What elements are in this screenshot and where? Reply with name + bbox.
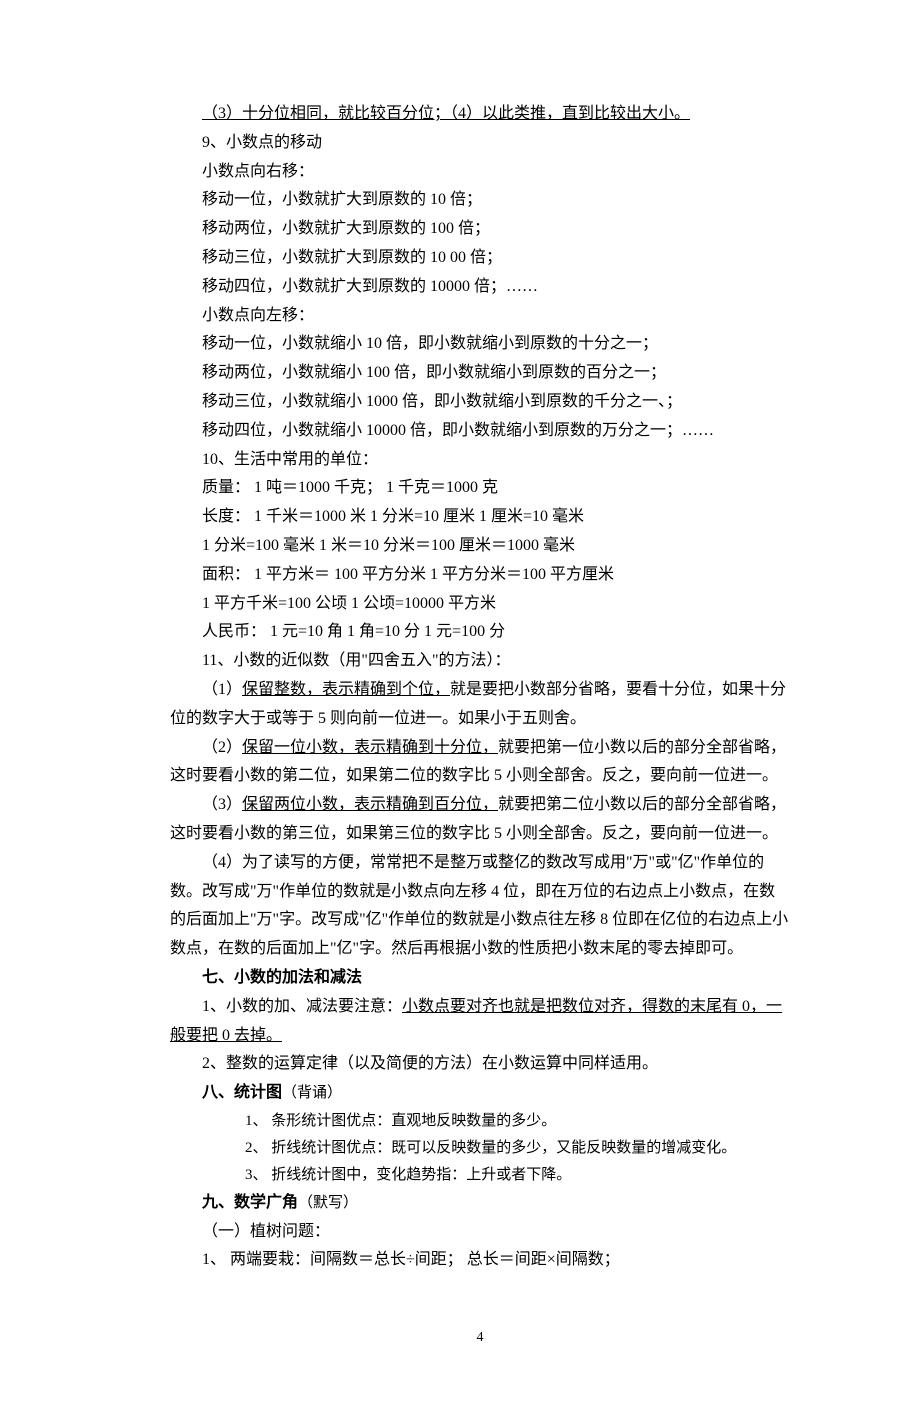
text-line: 9、小数点的移动 — [170, 129, 790, 158]
text-line: 1 分米=100 毫米 1 米＝10 分米＝100 厘米＝1000 毫米 — [170, 532, 790, 561]
text-line: 质量： 1 吨＝1000 千克； 1 千克＝1000 克 — [170, 474, 790, 503]
text-line: 移动三位，小数就缩小 1000 倍，即小数就缩小到原数的千分之一、； — [170, 388, 790, 417]
heading-text: 七、小数的加法和减法 — [202, 969, 362, 986]
paragraph: 1、小数的加、减法要注意：小数点要对齐也就是把数位对齐，得数的末尾有 0，一般要… — [170, 993, 790, 1051]
text-line: 面积： 1 平方米＝ 100 平方分米 1 平方分米＝100 平方厘米 — [170, 561, 790, 590]
list-item: 1、 条形统计图优点：直观地反映数量的多少。 — [170, 1108, 790, 1135]
paragraph-text: （4）为了读写的方便，常常把不是整万或整亿的数改写成用"万"或"亿"作单位的数。… — [170, 854, 788, 957]
paragraph-prefix: （1） — [202, 681, 242, 698]
text-line: 10、生活中常用的单位： — [170, 446, 790, 475]
heading-note: （默写） — [298, 1195, 358, 1211]
heading-text: 九、数学广角 — [202, 1194, 298, 1211]
list-item: 3、 折线统计图中，变化趋势指：上升或者下降。 — [170, 1162, 790, 1189]
paragraph-prefix: （2） — [202, 739, 242, 756]
section-heading: 七、小数的加法和减法 — [170, 964, 790, 993]
paragraph: （4）为了读写的方便，常常把不是整万或整亿的数改写成用"万"或"亿"作单位的数。… — [170, 849, 790, 964]
section-heading: 八、统计图（背诵） — [170, 1079, 790, 1108]
text-line: 移动一位，小数就缩小 10 倍，即小数就缩小到原数的十分之一； — [170, 330, 790, 359]
paragraph: （1）保留整数，表示精确到个位，就是要把小数部分省略，要看十分位，如果十分位的数… — [170, 676, 790, 734]
underlined-text: 保留整数，表示精确到个位， — [242, 681, 450, 698]
text-line: 1、 两端要栽：间隔数＝总长÷间距； 总长＝间距×间隔数； — [170, 1246, 790, 1275]
text-line: 长度： 1 千米＝1000 米 1 分米=10 厘米 1 厘米=10 毫米 — [170, 503, 790, 532]
underlined-text: 保留一位小数，表示精确到十分位， — [242, 739, 498, 756]
list-item: 2、 折线统计图优点：既可以反映数量的多少，又能反映数量的增减变化。 — [170, 1135, 790, 1162]
text-line: （一）植树问题： — [170, 1218, 790, 1247]
underlined-text: 保留两位小数，表示精确到百分位， — [242, 796, 498, 813]
text-line: 移动三位，小数就扩大到原数的 10 00 倍； — [170, 244, 790, 273]
document-page: （3）十分位相同，就比较百分位；（4）以此类推，直到比较出大小。 9、小数点的移… — [0, 0, 920, 1410]
text-line: 1 平方千米=100 公顷 1 公顷=10000 平方米 — [170, 590, 790, 619]
page-number: 4 — [170, 1325, 790, 1350]
text-line: 小数点向左移： — [170, 302, 790, 331]
text-line: 11、小数的近似数（用"四舍五入"的方法）： — [170, 647, 790, 676]
section-heading: 九、数学广角（默写） — [170, 1189, 790, 1218]
text-line: 移动四位，小数就缩小 10000 倍，即小数就缩小到原数的万分之一；…… — [170, 417, 790, 446]
text-line: 移动一位，小数就扩大到原数的 10 倍； — [170, 186, 790, 215]
paragraph-text: 2、整数的运算定律（以及简便的方法）在小数运算中同样适用。 — [202, 1055, 658, 1072]
paragraph: （3）保留两位小数，表示精确到百分位，就要把第二位小数以后的部分全部省略，这时要… — [170, 791, 790, 849]
text-line: 人民币： 1 元=10 角 1 角=10 分 1 元=100 分 — [170, 618, 790, 647]
text-line: 移动四位，小数就扩大到原数的 10000 倍；…… — [170, 273, 790, 302]
paragraph: 2、整数的运算定律（以及简便的方法）在小数运算中同样适用。 — [170, 1050, 790, 1079]
heading-note: （背诵） — [282, 1085, 342, 1101]
underlined-text: （3）十分位相同，就比较百分位；（4）以此类推，直到比较出大小。 — [202, 105, 690, 122]
paragraph-prefix: （3） — [202, 796, 242, 813]
paragraph: （2）保留一位小数，表示精确到十分位，就要把第一位小数以后的部分全部省略， 这时… — [170, 734, 790, 792]
text-line: （3）十分位相同，就比较百分位；（4）以此类推，直到比较出大小。 — [170, 100, 790, 129]
text-line: 移动两位，小数就缩小 100 倍，即小数就缩小到原数的百分之一； — [170, 359, 790, 388]
heading-text: 八、统计图 — [202, 1084, 282, 1101]
text-line: 小数点向右移： — [170, 158, 790, 187]
text-line: 移动两位，小数就扩大到原数的 100 倍； — [170, 215, 790, 244]
paragraph-prefix: 1、小数的加、减法要注意： — [202, 998, 402, 1015]
